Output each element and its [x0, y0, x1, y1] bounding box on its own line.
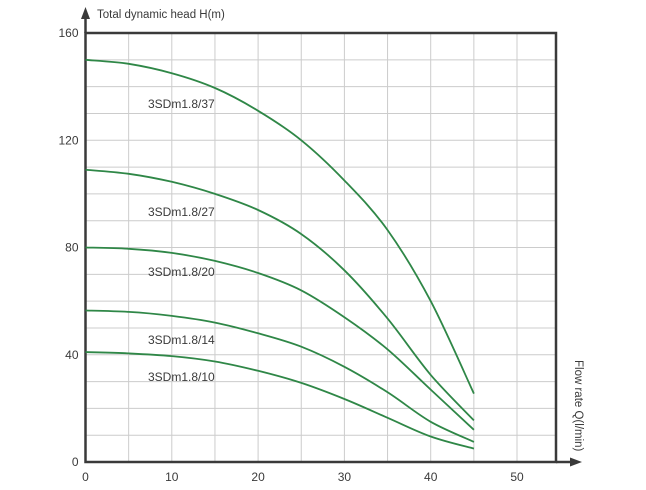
curve-3sdm1-8-10: [85, 351, 475, 450]
y-tick-label: 80: [65, 241, 79, 255]
curve-3sdm1-8-20: [85, 246, 475, 431]
x-tick-label: 20: [251, 470, 265, 484]
curve-label: 3SDm1.8/14: [148, 333, 215, 347]
curve-3sdm1-8-37: [85, 58, 475, 394]
curve-label: 3SDm1.8/10: [148, 370, 215, 384]
y-axis-arrow-icon: [81, 7, 90, 19]
y-tick-label: 120: [58, 133, 78, 147]
x-tick-label: 10: [165, 470, 179, 484]
y-tick-label: 40: [65, 348, 79, 362]
y-tick-label: 0: [72, 455, 79, 469]
curve-label: 3SDm1.8/37: [148, 97, 215, 111]
x-tick-label: 30: [338, 470, 352, 484]
x-axis-arrow-icon: [570, 457, 582, 467]
x-axis-title: Flow rate Q(l/min): [572, 360, 584, 452]
curve-3sdm1-8-27: [85, 168, 475, 422]
curve-label: 3SDm1.8/27: [148, 205, 215, 219]
y-tick-label: 160: [58, 26, 78, 40]
y-axis-title: Total dynamic head H(m): [97, 9, 225, 21]
curve-3sdm1-8-14: [85, 309, 475, 443]
curve-label: 3SDm1.8/20: [148, 265, 215, 279]
x-tick-label: 50: [510, 470, 524, 484]
x-tick-label: 0: [82, 470, 89, 484]
x-tick-label: 40: [424, 470, 438, 484]
